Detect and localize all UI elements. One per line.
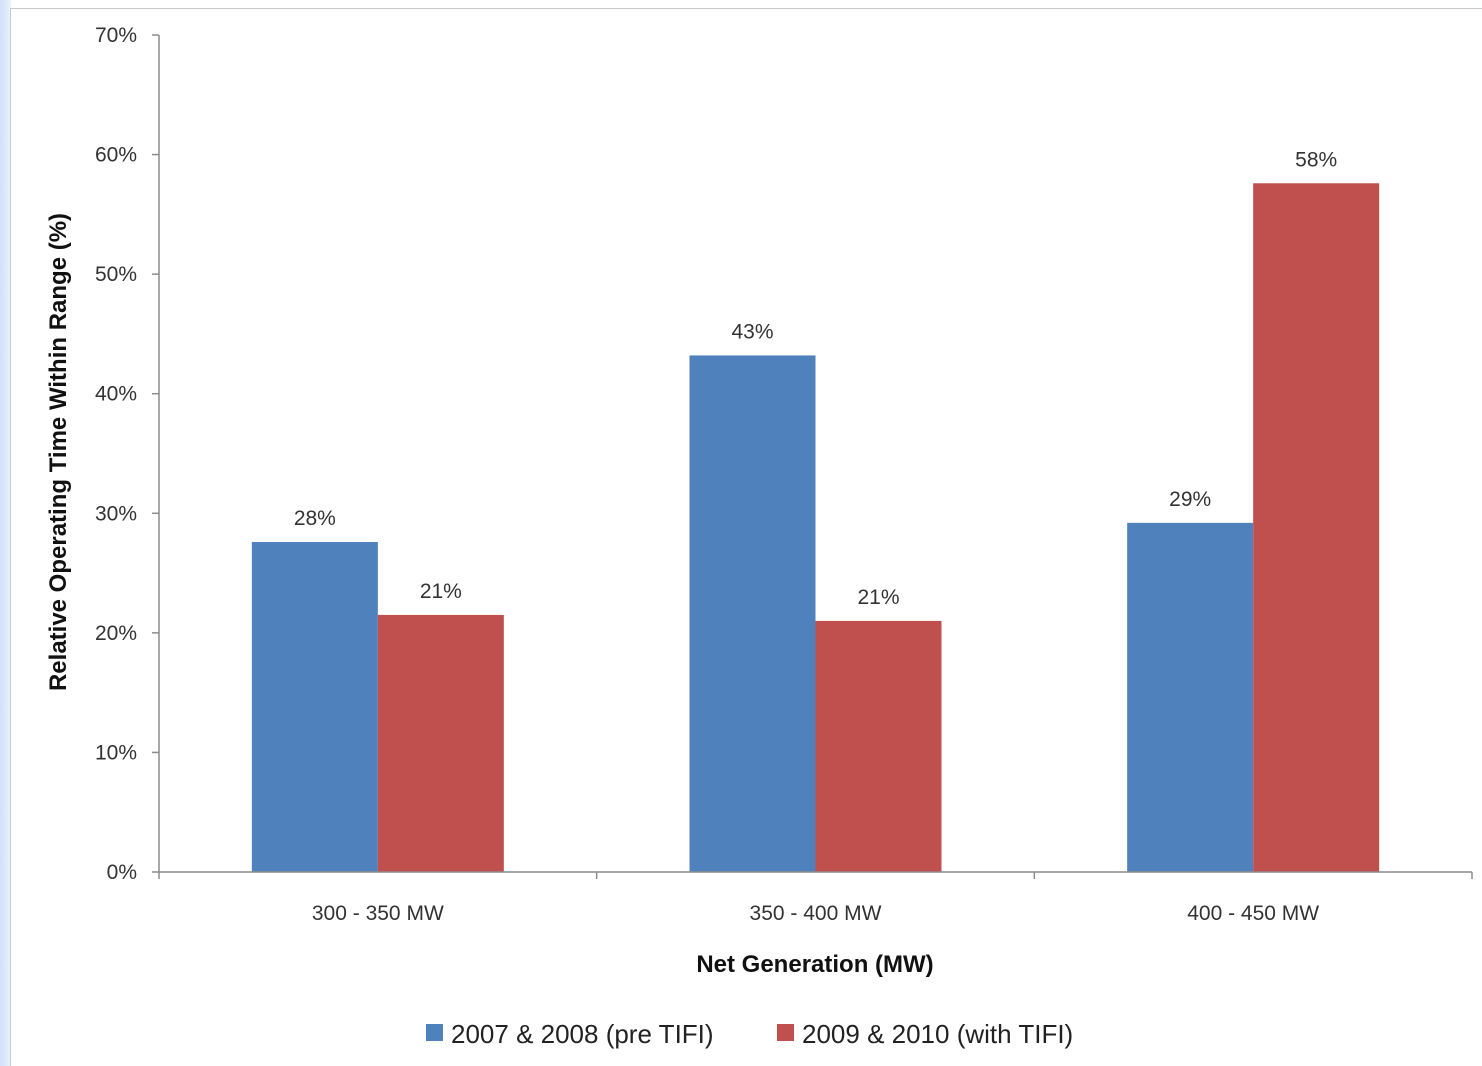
data-label: 29% <box>1169 488 1211 511</box>
data-label: 58% <box>1295 148 1337 171</box>
y-tick-label: 50% <box>95 263 137 286</box>
axes <box>158 35 1472 873</box>
data-label: 21% <box>420 580 462 603</box>
x-axis-ticks: 300 - 350 MW 350 - 400 MW 400 - 450 MW <box>158 872 1473 925</box>
legend-label: 2007 & 2008 (pre TIFI) <box>451 1019 714 1049</box>
bar <box>815 620 942 872</box>
y-tick-label: 0% <box>107 861 137 884</box>
x-tick-label: 300 - 350 MW <box>312 902 444 925</box>
legend-label: 2009 & 2010 (with TIFI) <box>802 1019 1073 1049</box>
y-axis-title: Relative Operating Time Within Range (%) <box>45 213 72 691</box>
data-label: 28% <box>294 507 336 530</box>
y-tick-label: 10% <box>95 741 137 764</box>
y-tick-label: 20% <box>95 622 137 645</box>
y-tick-label: 40% <box>95 383 137 406</box>
legend-swatch <box>426 1024 443 1041</box>
legend: 2007 & 2008 (pre TIFI) 2009 & 2010 (with … <box>426 1019 1073 1049</box>
y-tick-label: 60% <box>95 144 137 167</box>
bar <box>251 541 378 872</box>
x-tick-label: 350 - 400 MW <box>750 902 882 925</box>
y-tick-label: 70% <box>95 24 137 47</box>
bars: 28% 21% 43% 21% 29% 58% <box>251 148 1380 873</box>
bar <box>689 355 816 872</box>
data-label: 43% <box>731 320 773 343</box>
data-label: 21% <box>857 586 899 609</box>
bar <box>1253 183 1380 873</box>
bar <box>1127 522 1254 872</box>
x-axis-title: Net Generation (MW) <box>696 951 933 978</box>
x-tick-label: 400 - 450 MW <box>1187 902 1319 925</box>
legend-swatch <box>777 1024 794 1041</box>
y-axis-ticks: 0% 10% 20% 30% 40% 50% 60% 70% <box>95 24 159 884</box>
y-tick-label: 30% <box>95 502 137 525</box>
bar <box>377 614 504 872</box>
